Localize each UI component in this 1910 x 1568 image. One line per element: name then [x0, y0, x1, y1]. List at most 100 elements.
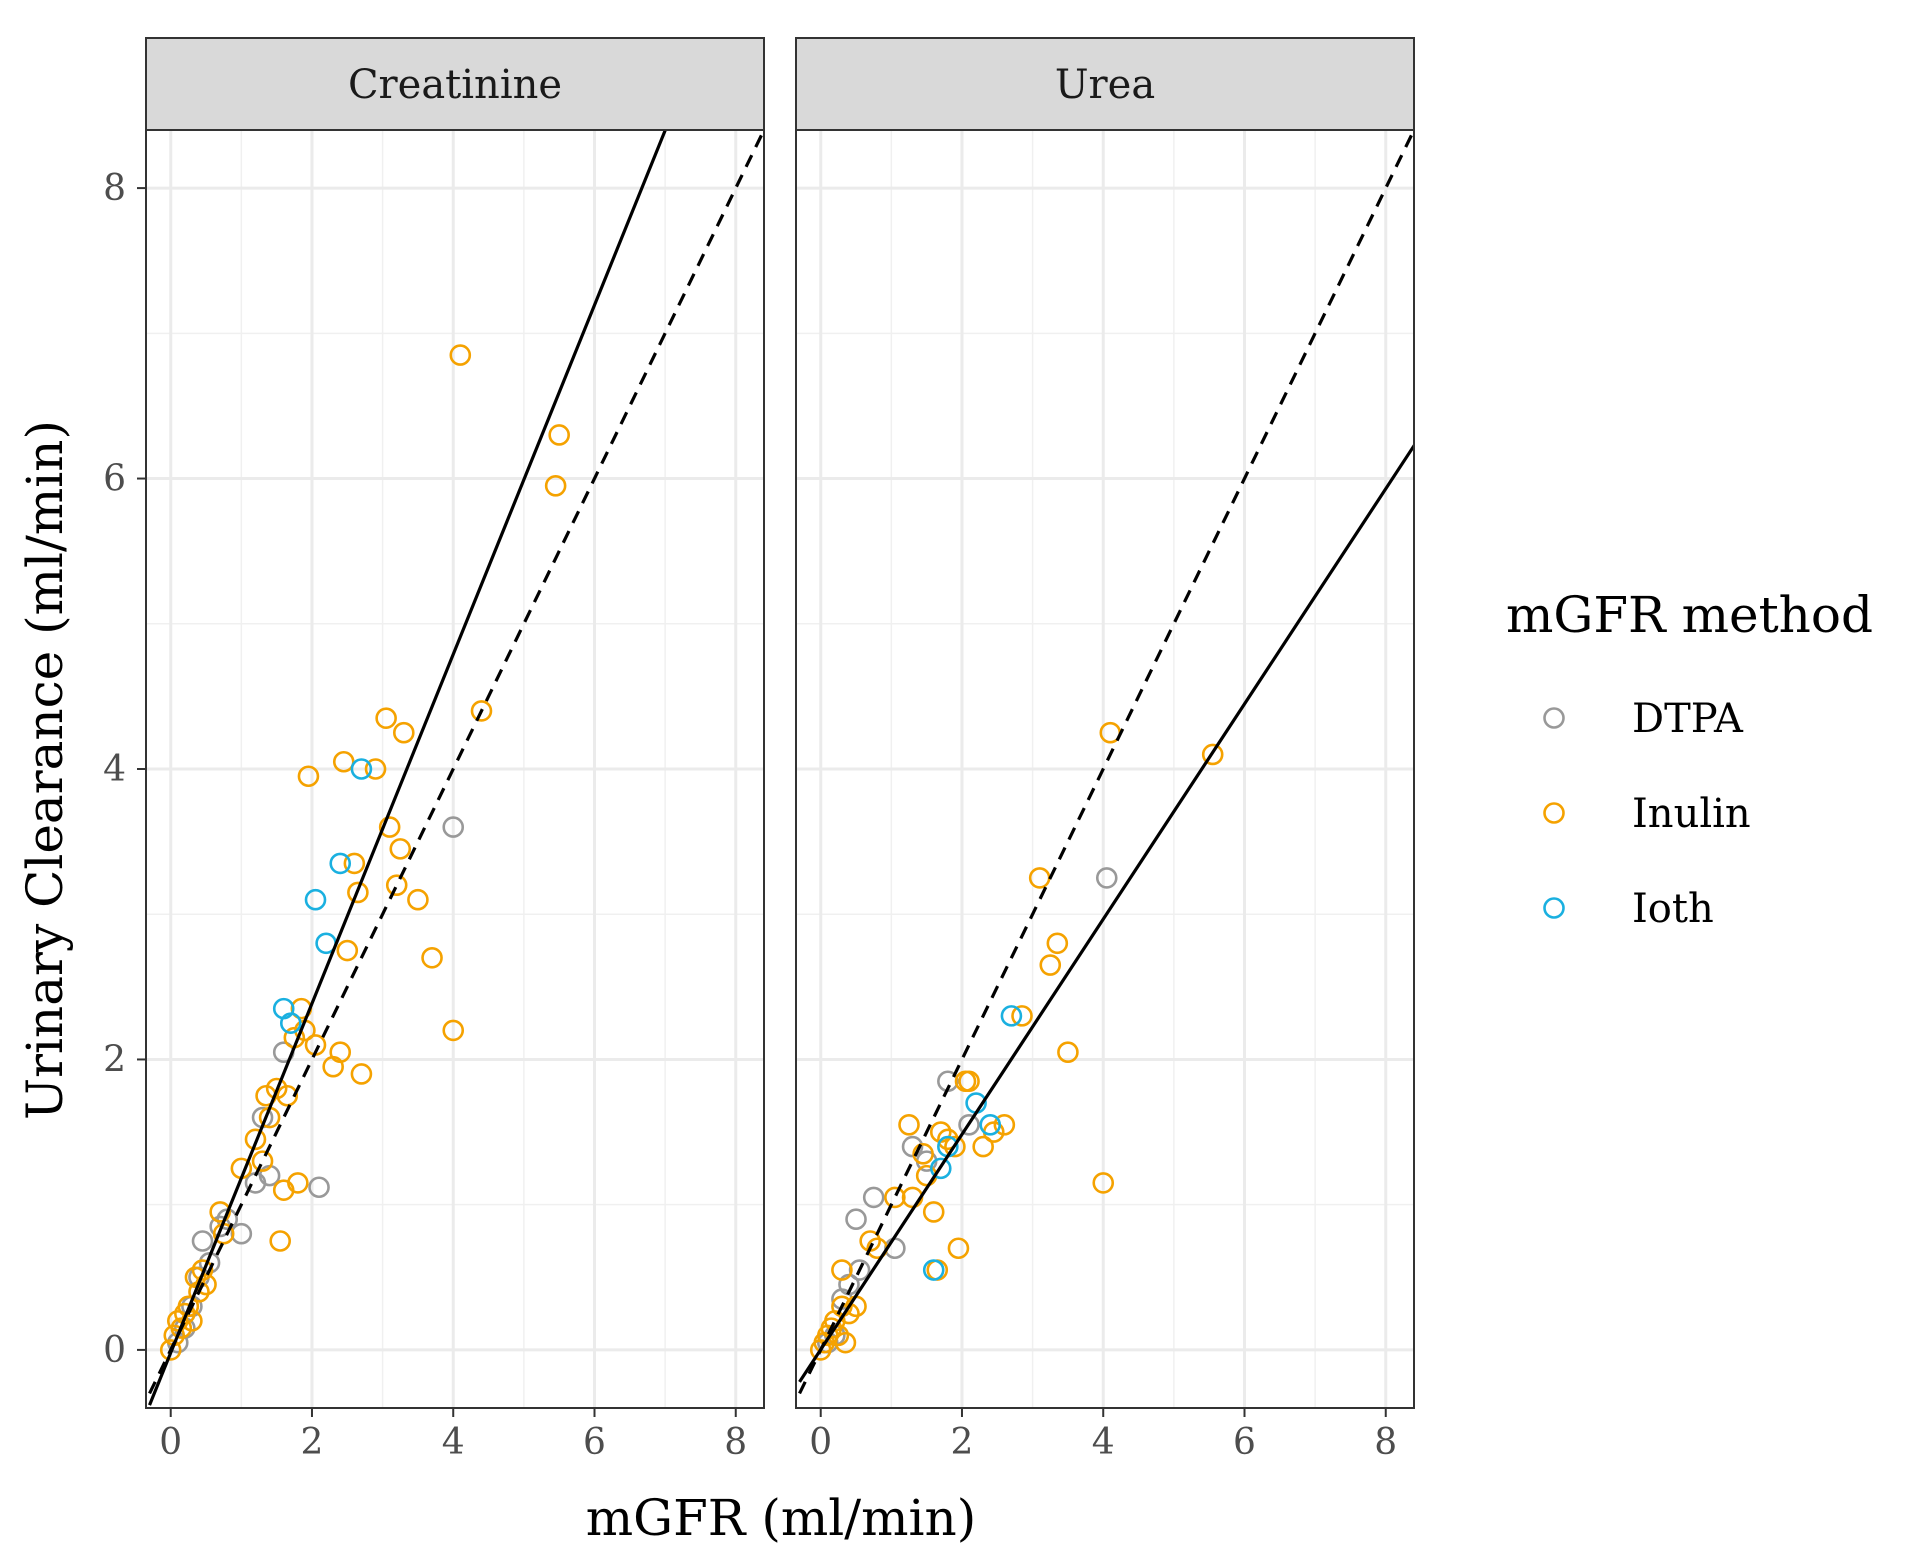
- point-dtpa: [1095, 867, 1118, 889]
- point-dtpa: [862, 1186, 885, 1209]
- legend-entries: DTPA Inulin Ioth: [1543, 696, 1751, 932]
- point-inulin: [449, 344, 472, 366]
- reference-lines: [798, 130, 1414, 1395]
- point-inulin: [442, 1019, 465, 1042]
- legend-label-ioth: Ioth: [1632, 886, 1714, 932]
- x-tick-label: 8: [724, 1422, 747, 1463]
- point-dtpa: [845, 1208, 867, 1231]
- panel-urea: Urea 0 2 4 6 8: [795, 37, 1415, 1463]
- x-tick-label: 6: [1233, 1422, 1256, 1463]
- point-inulin: [922, 1201, 945, 1223]
- point-inulin: [269, 1230, 291, 1252]
- point-dtpa: [901, 1135, 924, 1158]
- point-inulin: [944, 1135, 966, 1158]
- points: [159, 344, 570, 1361]
- point-inulin: [972, 1135, 994, 1158]
- identity-line: [798, 130, 1414, 1395]
- x-axis-title: mGFR (ml/min): [586, 1489, 976, 1547]
- point-inulin: [389, 838, 412, 860]
- facet-title: Urea: [1055, 62, 1155, 108]
- point-inulin: [1201, 743, 1224, 766]
- point-inulin: [195, 1273, 217, 1296]
- facet-title: Creatinine: [348, 62, 562, 108]
- point-inulin: [378, 816, 401, 838]
- y-tick-label: 6: [103, 459, 126, 500]
- point-inulin: [287, 1172, 309, 1194]
- point-inulin: [244, 1128, 267, 1151]
- point-dtpa: [848, 1259, 871, 1281]
- point-inulin: [297, 765, 320, 788]
- point-inulin: [898, 1114, 920, 1136]
- y-tick-label: 0: [103, 1330, 126, 1371]
- point-inulin: [347, 881, 369, 904]
- point-dtpa: [958, 1114, 980, 1136]
- point-inulin: [1039, 954, 1062, 976]
- point-inulin: [159, 1339, 182, 1361]
- point-ioth: [304, 888, 327, 911]
- points: [809, 721, 1224, 1361]
- gridlines: [146, 130, 764, 1408]
- point-dtpa: [442, 816, 465, 838]
- point-inulin: [177, 1295, 200, 1318]
- point-inulin: [947, 1237, 970, 1260]
- point-inulin: [364, 758, 387, 780]
- x-tick-label: 0: [159, 1422, 182, 1463]
- regression-line: [148, 130, 668, 1406]
- point-inulin: [375, 707, 397, 729]
- point-inulin: [544, 475, 567, 497]
- y-tick-label: 4: [103, 749, 126, 790]
- point-inulin: [470, 700, 493, 722]
- x-tick-label: 4: [1092, 1422, 1115, 1463]
- point-inulin: [332, 750, 355, 773]
- point-inulin: [184, 1266, 207, 1289]
- point-inulin: [831, 1259, 853, 1281]
- point-inulin: [1092, 1172, 1115, 1194]
- legend-key-dtpa: [1543, 707, 1565, 729]
- point-inulin: [1011, 1005, 1033, 1027]
- facet-strip: [145, 37, 765, 131]
- point-ioth: [329, 852, 352, 875]
- point-inulin: [385, 874, 408, 896]
- x-tick-label: 2: [301, 1422, 324, 1463]
- point-inulin: [350, 1063, 373, 1085]
- gridlines: [796, 130, 1414, 1408]
- point-dtpa: [230, 1222, 253, 1245]
- legend: mGFR method DTPA Inulin Ioth: [1506, 586, 1873, 932]
- point-inulin: [421, 946, 443, 969]
- point-inulin: [884, 1186, 906, 1209]
- point-ioth: [922, 1259, 945, 1281]
- identity-line: [148, 130, 764, 1395]
- x-tick-label: 0: [809, 1422, 832, 1463]
- panel-border: [795, 129, 1415, 1409]
- point-inulin: [834, 1331, 857, 1354]
- point-inulin: [343, 852, 366, 875]
- point-inulin: [993, 1114, 1016, 1136]
- point-inulin: [1057, 1041, 1079, 1063]
- point-ioth: [929, 1157, 952, 1180]
- point-inulin: [336, 939, 359, 962]
- reference-lines: [148, 130, 764, 1406]
- legend-title: mGFR method: [1506, 586, 1873, 644]
- point-ioth: [279, 1012, 302, 1034]
- point-inulin: [329, 1041, 352, 1063]
- legend-key-ioth: [1543, 897, 1565, 919]
- point-ioth: [350, 758, 373, 780]
- y-tick-label: 2: [103, 1039, 126, 1080]
- point-ioth: [1000, 1005, 1023, 1027]
- y-tick-label: 8: [103, 168, 126, 209]
- point-inulin: [191, 1259, 214, 1281]
- point-ioth: [979, 1114, 1002, 1136]
- regression-line: [798, 442, 1414, 1383]
- point-inulin: [912, 1143, 934, 1165]
- point-inulin: [170, 1317, 193, 1339]
- point-inulin: [276, 1084, 299, 1107]
- point-inulin: [209, 1201, 231, 1223]
- legend-label-inulin: Inulin: [1632, 791, 1751, 837]
- x-tick-label: 8: [1374, 1422, 1397, 1463]
- legend-key-inulin: [1543, 802, 1565, 824]
- point-dtpa: [308, 1176, 330, 1199]
- panel-creatinine: Creatinine 0 2 4 6 8 0 2 4 6 8: [103, 37, 765, 1463]
- point-inulin: [251, 1150, 274, 1172]
- y-axis-title: Urinary Clearance (ml/min): [16, 420, 74, 1120]
